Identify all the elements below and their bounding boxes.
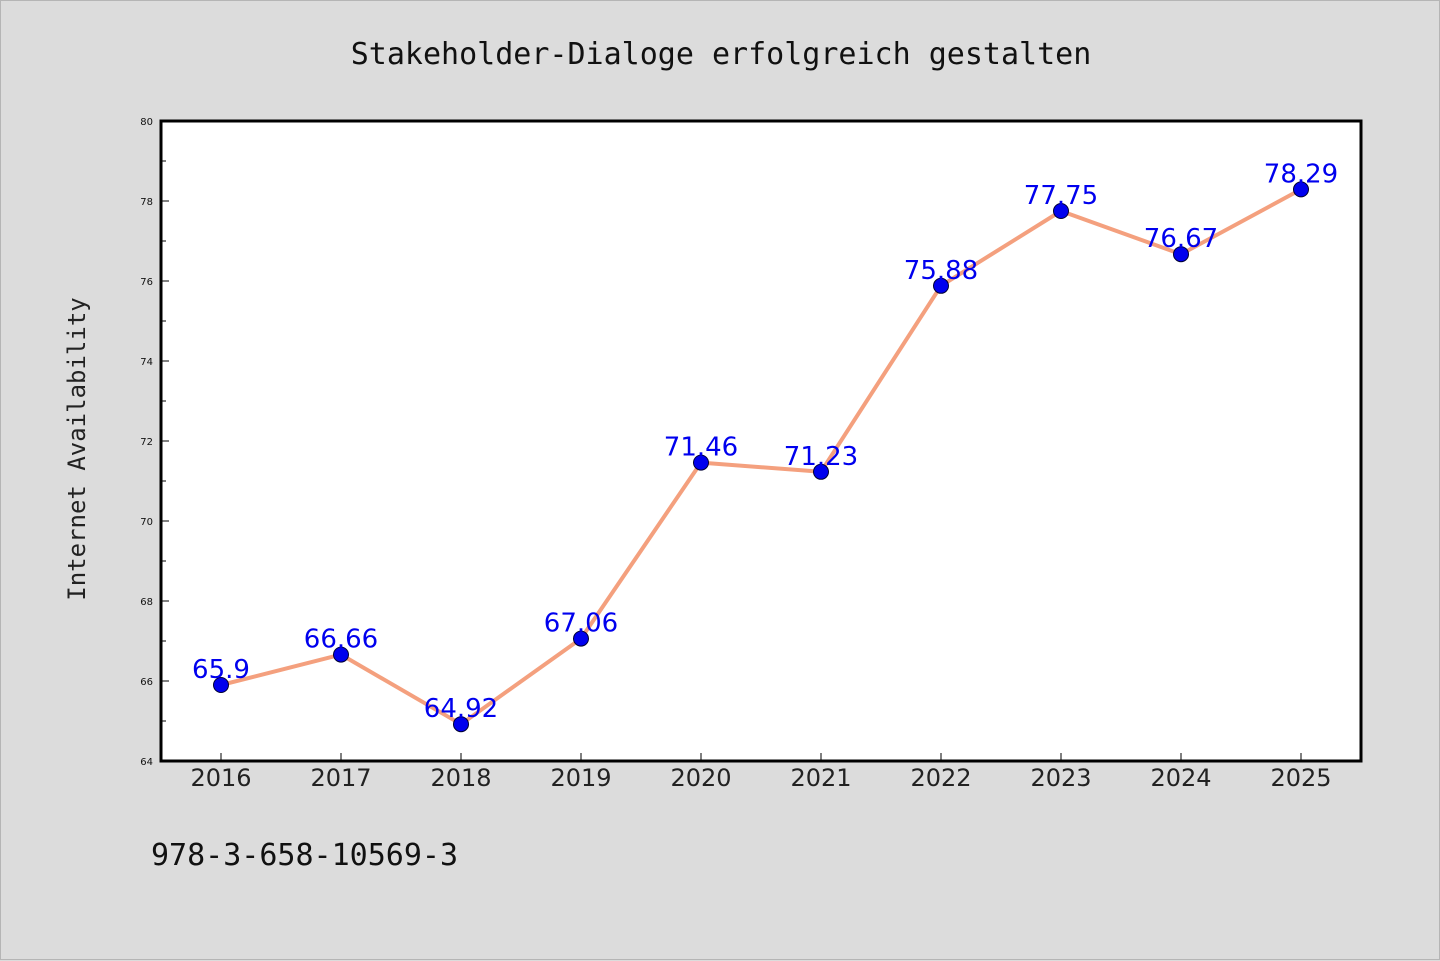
data-label: 78.29 [1264,159,1338,189]
data-point [933,277,949,294]
data-label: 65.9 [192,655,250,685]
data-point [213,677,229,693]
data-point [1293,181,1309,198]
x-tick-label: 2022 [910,764,971,792]
x-tick-label: 2025 [1270,764,1331,792]
isbn-footer: 978-3-658-10569-3 [151,838,458,873]
x-tick-label: 2018 [430,764,491,792]
y-tick-label: 66 [140,677,153,688]
y-tick-label: 78 [140,197,153,208]
y-axis-label: Internet Availability [63,297,91,600]
data-point [1173,246,1189,263]
plot-area [159,119,1363,763]
data-point [813,463,829,480]
x-tick-label: 2021 [790,764,851,792]
x-tick-label: 2017 [310,764,371,792]
data-point [693,454,709,471]
y-tick-label: 74 [140,357,153,368]
data-label: 77.75 [1024,181,1098,211]
y-tick-label: 80 [140,117,153,128]
series-line [219,187,1303,727]
y-tick-label: 72 [140,437,153,448]
data-label: 67.06 [544,609,618,639]
data-point [453,716,469,733]
y-tick-label: 64 [140,757,153,768]
data-point [1053,203,1069,219]
y-tick-label: 68 [140,597,153,608]
x-tick-label: 2020 [670,764,731,792]
y-tick-label: 76 [140,277,153,288]
data-label: 71.46 [664,433,738,463]
data-point [573,630,589,647]
y-axis: 64 66 68 70 72 74 76 78 80 [140,117,169,768]
data-label: 66.66 [304,625,378,655]
data-label: 71.23 [784,442,858,472]
data-label: 64.92 [424,694,498,724]
data-label: 76.67 [1144,224,1218,254]
x-tick-label: 2024 [1150,764,1211,792]
x-axis: 2016 2017 2018 2019 2020 2021 2022 2023 2024 2025 [190,753,1332,792]
chart-title: Stakeholder-Dialoge erfolgreich gestalte… [351,37,1092,72]
data-label: 75.88 [904,256,978,286]
data-series: 65.9 66.66 64.92 67.06 71.46 71.23 75.88 77.75 7… [192,159,1338,733]
x-tick-label: 2016 [190,764,251,792]
x-tick-label: 2023 [1030,764,1091,792]
data-point [333,646,349,663]
y-tick-label: 70 [140,517,153,528]
x-tick-label: 2019 [550,764,611,792]
